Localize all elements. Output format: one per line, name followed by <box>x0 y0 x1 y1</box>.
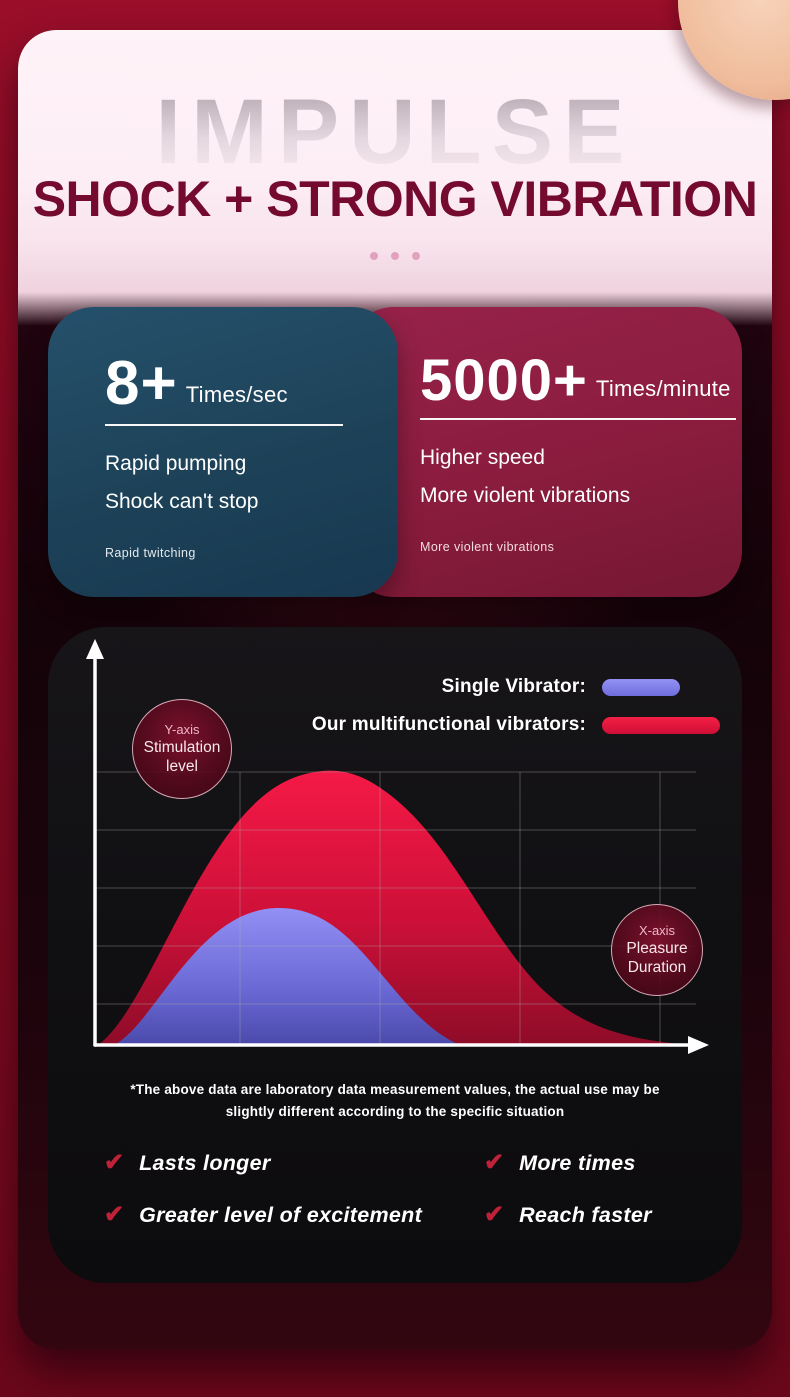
dot <box>370 252 378 260</box>
dot <box>412 252 420 260</box>
stat-caption: Rapid twitching <box>105 545 196 560</box>
x-axis-arrow-icon <box>688 1036 709 1054</box>
footnote-line: *The above data are laboratory data meas… <box>130 1082 660 1097</box>
stat-card-speed: 5000+ Times/minute Higher speed More vio… <box>348 307 742 597</box>
legend-swatch-red <box>602 716 720 734</box>
main-panel: IMPULSE SHOCK + STRONG VIBRATION 5000+ T… <box>18 30 772 1350</box>
x-axis-label-badge: X-axis Pleasure Duration <box>611 904 703 996</box>
y-axis-arrow-icon <box>86 639 104 659</box>
stat-card-pumping: 8+ Times/sec Rapid pumping Shock can't s… <box>48 307 398 597</box>
y-axis-label-badge: Y-axis Stimulation level <box>132 699 232 799</box>
axes <box>93 655 692 1047</box>
badge-title: X-axis <box>638 923 676 938</box>
badge-line: Pleasure <box>626 940 688 957</box>
chart-panel: Single Vibrator: Our multifunctional vib… <box>48 627 742 1283</box>
stat-row: 5000+ Times/minute <box>420 348 742 413</box>
stat-value: 5000+ <box>420 348 588 413</box>
feature-label: Lasts longer <box>139 1151 271 1175</box>
footnote-line: slightly different according to the spec… <box>225 1103 565 1119</box>
stat-row: 8+ Times/sec <box>105 349 398 418</box>
chart-footnote: *The above data are laboratory data meas… <box>48 1079 742 1122</box>
check-icon: ✔ <box>484 1200 505 1228</box>
stat-caption: More violent vibrations <box>420 540 555 555</box>
header: IMPULSE SHOCK + STRONG VIBRATION <box>18 30 772 292</box>
divider <box>420 418 736 421</box>
stat-line: Rapid pumping <box>105 451 247 475</box>
dot <box>391 252 399 260</box>
badge-title: Y-axis <box>164 722 200 737</box>
stat-unit: Times/sec <box>185 381 288 407</box>
legend-label-multi: Our multifunctional vibrators: <box>311 714 586 735</box>
stat-line: Higher speed <box>420 446 545 470</box>
feature-item: ✔ Lasts longer <box>104 1148 484 1176</box>
feature-label: Greater level of excitement <box>139 1203 423 1227</box>
feature-item: ✔ More times <box>484 1148 714 1176</box>
divider <box>105 423 343 426</box>
legend: Single Vibrator: Our multifunctional vib… <box>312 676 724 736</box>
stimulation-chart <box>86 639 709 1054</box>
check-icon: ✔ <box>484 1148 505 1176</box>
feature-item: ✔ Greater level of excitement <box>104 1200 484 1228</box>
pagination-dots <box>18 252 772 260</box>
legend-label-single: Single Vibrator: <box>441 676 586 697</box>
feature-label: More times <box>519 1151 636 1175</box>
feature-label: Reach faster <box>519 1203 652 1227</box>
blue-series-area <box>114 907 460 1045</box>
badge-line: Stimulation <box>143 739 221 756</box>
legend-swatch-blue <box>602 678 680 696</box>
stat-value: 8+ <box>105 349 178 418</box>
stat-unit: Times/minute <box>595 376 731 402</box>
stat-line: More violent vibrations <box>420 484 631 508</box>
check-icon: ✔ <box>104 1200 125 1228</box>
badge-line: level <box>166 757 198 775</box>
watermark-text: IMPULSE <box>18 80 772 185</box>
feature-item: ✔ Reach faster <box>484 1200 714 1228</box>
feature-list: ✔ Lasts longer ✔ More times ✔ Greater le… <box>104 1148 714 1228</box>
check-icon: ✔ <box>104 1148 125 1176</box>
badge-line: Duration <box>627 958 687 976</box>
stat-line: Shock can't stop <box>105 489 259 513</box>
page-title: SHOCK + STRONG VIBRATION <box>32 171 758 227</box>
